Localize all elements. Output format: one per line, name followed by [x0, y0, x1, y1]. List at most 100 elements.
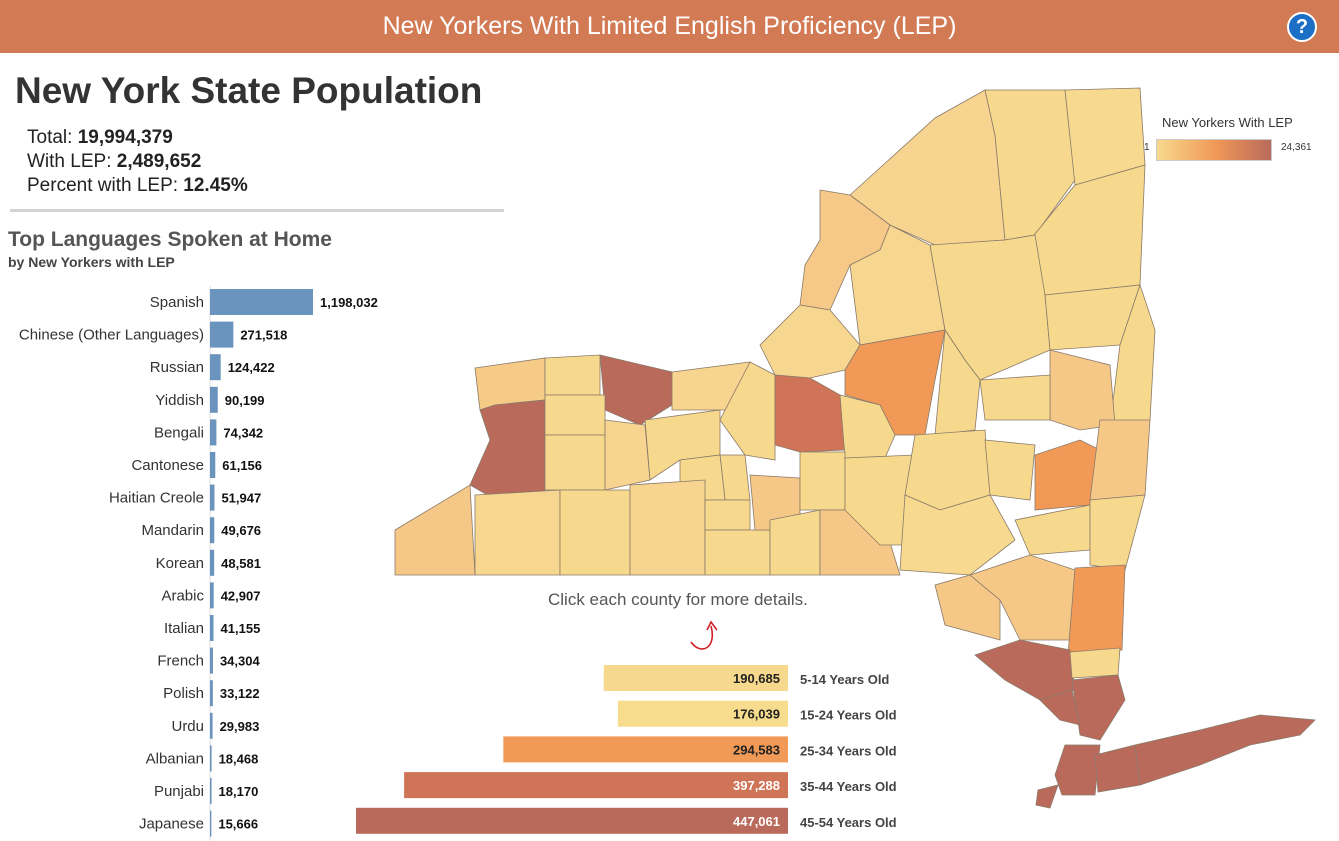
- language-bar[interactable]: [210, 321, 234, 348]
- language-bar[interactable]: [210, 484, 215, 511]
- age-category-label: 25-34 Years Old: [800, 743, 897, 758]
- county-genesee[interactable]: [544, 394, 606, 436]
- age-value-label: 190,685: [733, 671, 780, 686]
- county-orleans[interactable]: [544, 354, 601, 396]
- county-cattaraugus[interactable]: [474, 489, 561, 576]
- age-category-label: 5-14 Years Old: [800, 672, 889, 687]
- county-chautauqua[interactable]: [394, 484, 476, 576]
- language-label: Cantonese: [131, 457, 204, 474]
- language-bar[interactable]: [210, 615, 214, 641]
- age-bar[interactable]: [404, 772, 788, 799]
- language-bar[interactable]: [210, 712, 213, 739]
- county-oswego[interactable]: [759, 304, 861, 379]
- county-nyc[interactable]: [1054, 744, 1101, 796]
- county-rensselaer[interactable]: [1089, 419, 1151, 501]
- county-erie[interactable]: [469, 399, 546, 506]
- languages-bar-chart: Spanish 1,198,032 Chinese (Other Languages…: [19, 286, 378, 841]
- legend-title: New Yorkers With LEP: [1162, 115, 1293, 130]
- language-value-label: 74,342: [223, 425, 263, 440]
- county-fulton[interactable]: [979, 374, 1051, 421]
- percent-stat: Percent with LEP: 12.45%: [27, 175, 248, 196]
- languages-title: Top Languages Spoken at Home: [8, 228, 332, 251]
- map-hint: Click each county for more details.: [548, 590, 808, 609]
- language-bar[interactable]: [210, 517, 215, 544]
- county-staten-island[interactable]: [1035, 784, 1059, 809]
- language-value-label: 61,156: [222, 458, 262, 473]
- language-label: Arabic: [161, 587, 204, 604]
- language-bar[interactable]: [210, 582, 214, 609]
- language-bar[interactable]: [210, 745, 212, 772]
- county-westchester[interactable]: [1071, 674, 1126, 741]
- county-rockland[interactable]: [1039, 689, 1081, 726]
- language-label: Korean: [156, 555, 204, 572]
- language-value-label: 1,198,032: [320, 295, 378, 310]
- county-allegany[interactable]: [559, 489, 631, 576]
- language-bar[interactable]: [210, 289, 313, 315]
- county-livingston[interactable]: [604, 419, 651, 491]
- county-greene[interactable]: [1014, 504, 1091, 556]
- county-cayuga[interactable]: [719, 361, 776, 461]
- languages-subtitle: by New Yorkers with LEP: [8, 254, 175, 270]
- legend-min: 1: [1144, 142, 1150, 153]
- language-bar[interactable]: [210, 452, 216, 478]
- language-value-label: 124,422: [228, 360, 275, 375]
- age-value-label: 397,288: [733, 778, 780, 793]
- language-value-label: 48,581: [221, 556, 261, 571]
- age-bar[interactable]: [356, 807, 788, 834]
- county-suffolk[interactable]: [1134, 714, 1316, 786]
- language-value-label: 49,676: [221, 523, 261, 538]
- county-madison[interactable]: [839, 394, 896, 459]
- county-nassau[interactable]: [1094, 744, 1141, 793]
- language-value-label: 90,199: [225, 393, 265, 408]
- county-tioga[interactable]: [769, 509, 821, 576]
- county-delaware[interactable]: [899, 494, 1016, 576]
- help-button[interactable]: ?: [1287, 12, 1317, 42]
- age-category-label: 45-54 Years Old: [800, 815, 897, 830]
- language-value-label: 18,468: [219, 751, 259, 766]
- county-cortland[interactable]: [799, 451, 846, 511]
- language-label: Urdu: [171, 718, 204, 735]
- age-bar[interactable]: [603, 665, 788, 691]
- age-category-label: 35-44 Years Old: [800, 779, 897, 794]
- county-putnam[interactable]: [1069, 647, 1121, 679]
- language-label: Russian: [150, 359, 204, 376]
- language-bar[interactable]: [210, 386, 218, 413]
- county-steuben[interactable]: [629, 479, 706, 576]
- app-header: New Yorkers With Limited English Profici…: [0, 0, 1339, 53]
- language-label: Haitian Creole: [109, 490, 204, 507]
- county-sullivan[interactable]: [934, 574, 1001, 641]
- county-schoharie[interactable]: [984, 439, 1036, 501]
- language-label: Bengali: [154, 424, 204, 441]
- county-orange[interactable]: [974, 639, 1076, 701]
- language-bar[interactable]: [210, 549, 215, 576]
- county-columbia[interactable]: [1089, 494, 1146, 571]
- language-bar[interactable]: [210, 419, 217, 446]
- language-bar[interactable]: [210, 810, 212, 837]
- county-monroe[interactable]: [599, 354, 673, 426]
- county-herkimer[interactable]: [934, 328, 981, 436]
- age-bar[interactable]: [617, 700, 788, 727]
- app-title: New Yorkers With Limited English Profici…: [382, 12, 957, 40]
- county-chemung[interactable]: [704, 529, 771, 576]
- county-dutchess[interactable]: [1067, 564, 1126, 656]
- language-label: Japanese: [139, 816, 204, 833]
- language-bar[interactable]: [210, 647, 213, 674]
- language-bar[interactable]: [210, 354, 221, 381]
- language-label: Spanish: [150, 294, 204, 311]
- language-value-label: 18,170: [219, 784, 259, 799]
- county-wyoming[interactable]: [544, 434, 606, 491]
- language-bar[interactable]: [210, 680, 213, 707]
- language-label: French: [157, 653, 204, 670]
- age-bar[interactable]: [503, 736, 788, 763]
- county-chenango[interactable]: [844, 454, 916, 546]
- county-schuyler[interactable]: [704, 499, 751, 531]
- county-onondaga[interactable]: [774, 374, 846, 453]
- age-value-label: 176,039: [733, 707, 780, 722]
- county-jefferson[interactable]: [799, 189, 891, 311]
- county-saratoga[interactable]: [1049, 349, 1116, 431]
- language-label: Mandarin: [141, 522, 204, 539]
- age-category-label: 15-24 Years Old: [800, 708, 897, 723]
- county-otsego[interactable]: [904, 429, 991, 511]
- language-bar[interactable]: [210, 778, 212, 804]
